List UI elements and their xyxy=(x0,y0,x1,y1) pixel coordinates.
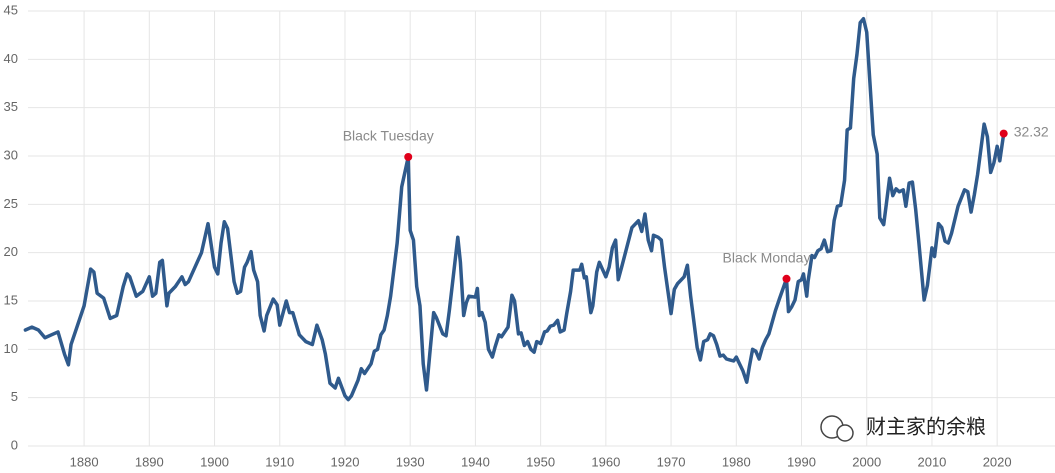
x-tick-label: 1980 xyxy=(722,454,751,469)
plot-area: Black Tuesday Black Monday 32.32 xyxy=(23,16,1049,402)
y-tick-label: 40 xyxy=(4,51,18,66)
x-tick-label: 1880 xyxy=(70,454,99,469)
y-tick-label: 25 xyxy=(4,196,18,211)
y-tick-label: 0 xyxy=(11,437,18,452)
x-tick-label: 2010 xyxy=(917,454,946,469)
watermark-icon xyxy=(836,424,854,442)
y-tick-label: 15 xyxy=(4,292,18,307)
annotation-label: Black Tuesday xyxy=(343,128,434,144)
x-tick-label: 1910 xyxy=(265,454,294,469)
x-tick-label: 1970 xyxy=(657,454,686,469)
x-tick-label: 1890 xyxy=(135,454,164,469)
x-tick-label: 2000 xyxy=(852,454,881,469)
annotation-marker xyxy=(404,152,413,161)
x-tick-label: 1960 xyxy=(591,454,620,469)
y-tick-label: 30 xyxy=(4,147,18,162)
grid: 0 5 10 15 20 25 30 35 40 45 1880 1890 1900 1910 1920 19… xyxy=(4,2,1055,469)
y-tick-label: 5 xyxy=(11,389,18,404)
watermark: 财主家的余粮 xyxy=(820,415,986,442)
annotation-label: Black Monday xyxy=(723,249,811,265)
y-tick-label: 45 xyxy=(4,2,18,17)
x-tick-label: 1940 xyxy=(461,454,490,469)
annotation-marker xyxy=(782,274,791,283)
x-tick-label: 1930 xyxy=(396,454,425,469)
data-line xyxy=(23,16,1006,402)
y-tick-label: 35 xyxy=(4,99,18,114)
x-tick-label: 1990 xyxy=(787,454,816,469)
watermark-text: 财主家的余粮 xyxy=(866,415,986,438)
x-tick-label: 1900 xyxy=(200,454,229,469)
last-value-label: 32.32 xyxy=(1014,123,1049,139)
last-point-marker xyxy=(999,129,1008,138)
x-tick-label: 2020 xyxy=(983,454,1012,469)
y-tick-label: 20 xyxy=(4,244,18,259)
x-tick-label: 1950 xyxy=(526,454,555,469)
y-tick-label: 10 xyxy=(4,341,18,356)
x-tick-label: 1920 xyxy=(331,454,360,469)
